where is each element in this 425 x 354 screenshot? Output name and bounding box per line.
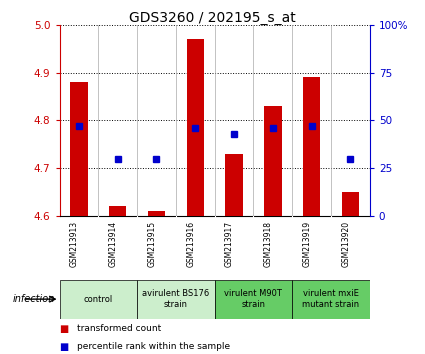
Bar bbox=[225, 154, 243, 216]
Text: virulent M90T
strain: virulent M90T strain bbox=[224, 290, 282, 309]
Text: GDS3260 / 202195_s_at: GDS3260 / 202195_s_at bbox=[129, 11, 296, 25]
Bar bbox=[215, 280, 292, 319]
Bar bbox=[70, 82, 88, 216]
Text: virulent mxiE
mutant strain: virulent mxiE mutant strain bbox=[303, 290, 360, 309]
Text: ■: ■ bbox=[60, 342, 69, 352]
Text: GSM213914: GSM213914 bbox=[109, 221, 118, 267]
Text: GSM213917: GSM213917 bbox=[225, 221, 234, 267]
Text: GSM213919: GSM213919 bbox=[303, 221, 312, 267]
Bar bbox=[303, 78, 320, 216]
Bar bbox=[264, 106, 281, 216]
Text: avirulent BS176
strain: avirulent BS176 strain bbox=[142, 290, 210, 309]
Bar bbox=[137, 280, 215, 319]
Text: GSM213915: GSM213915 bbox=[147, 221, 156, 267]
Bar bbox=[292, 280, 370, 319]
Bar bbox=[148, 211, 165, 216]
Text: percentile rank within the sample: percentile rank within the sample bbox=[76, 342, 230, 350]
Text: ■: ■ bbox=[60, 324, 69, 334]
Bar bbox=[187, 39, 204, 216]
Text: GSM213918: GSM213918 bbox=[264, 221, 273, 267]
Bar bbox=[109, 206, 126, 216]
Bar bbox=[60, 280, 137, 319]
Text: GSM213916: GSM213916 bbox=[186, 221, 195, 267]
Bar bbox=[342, 192, 359, 216]
Text: infection: infection bbox=[13, 294, 55, 304]
Text: GSM213920: GSM213920 bbox=[341, 221, 350, 267]
Text: GSM213913: GSM213913 bbox=[70, 221, 79, 267]
Text: transformed count: transformed count bbox=[76, 324, 161, 333]
Text: control: control bbox=[84, 295, 113, 304]
